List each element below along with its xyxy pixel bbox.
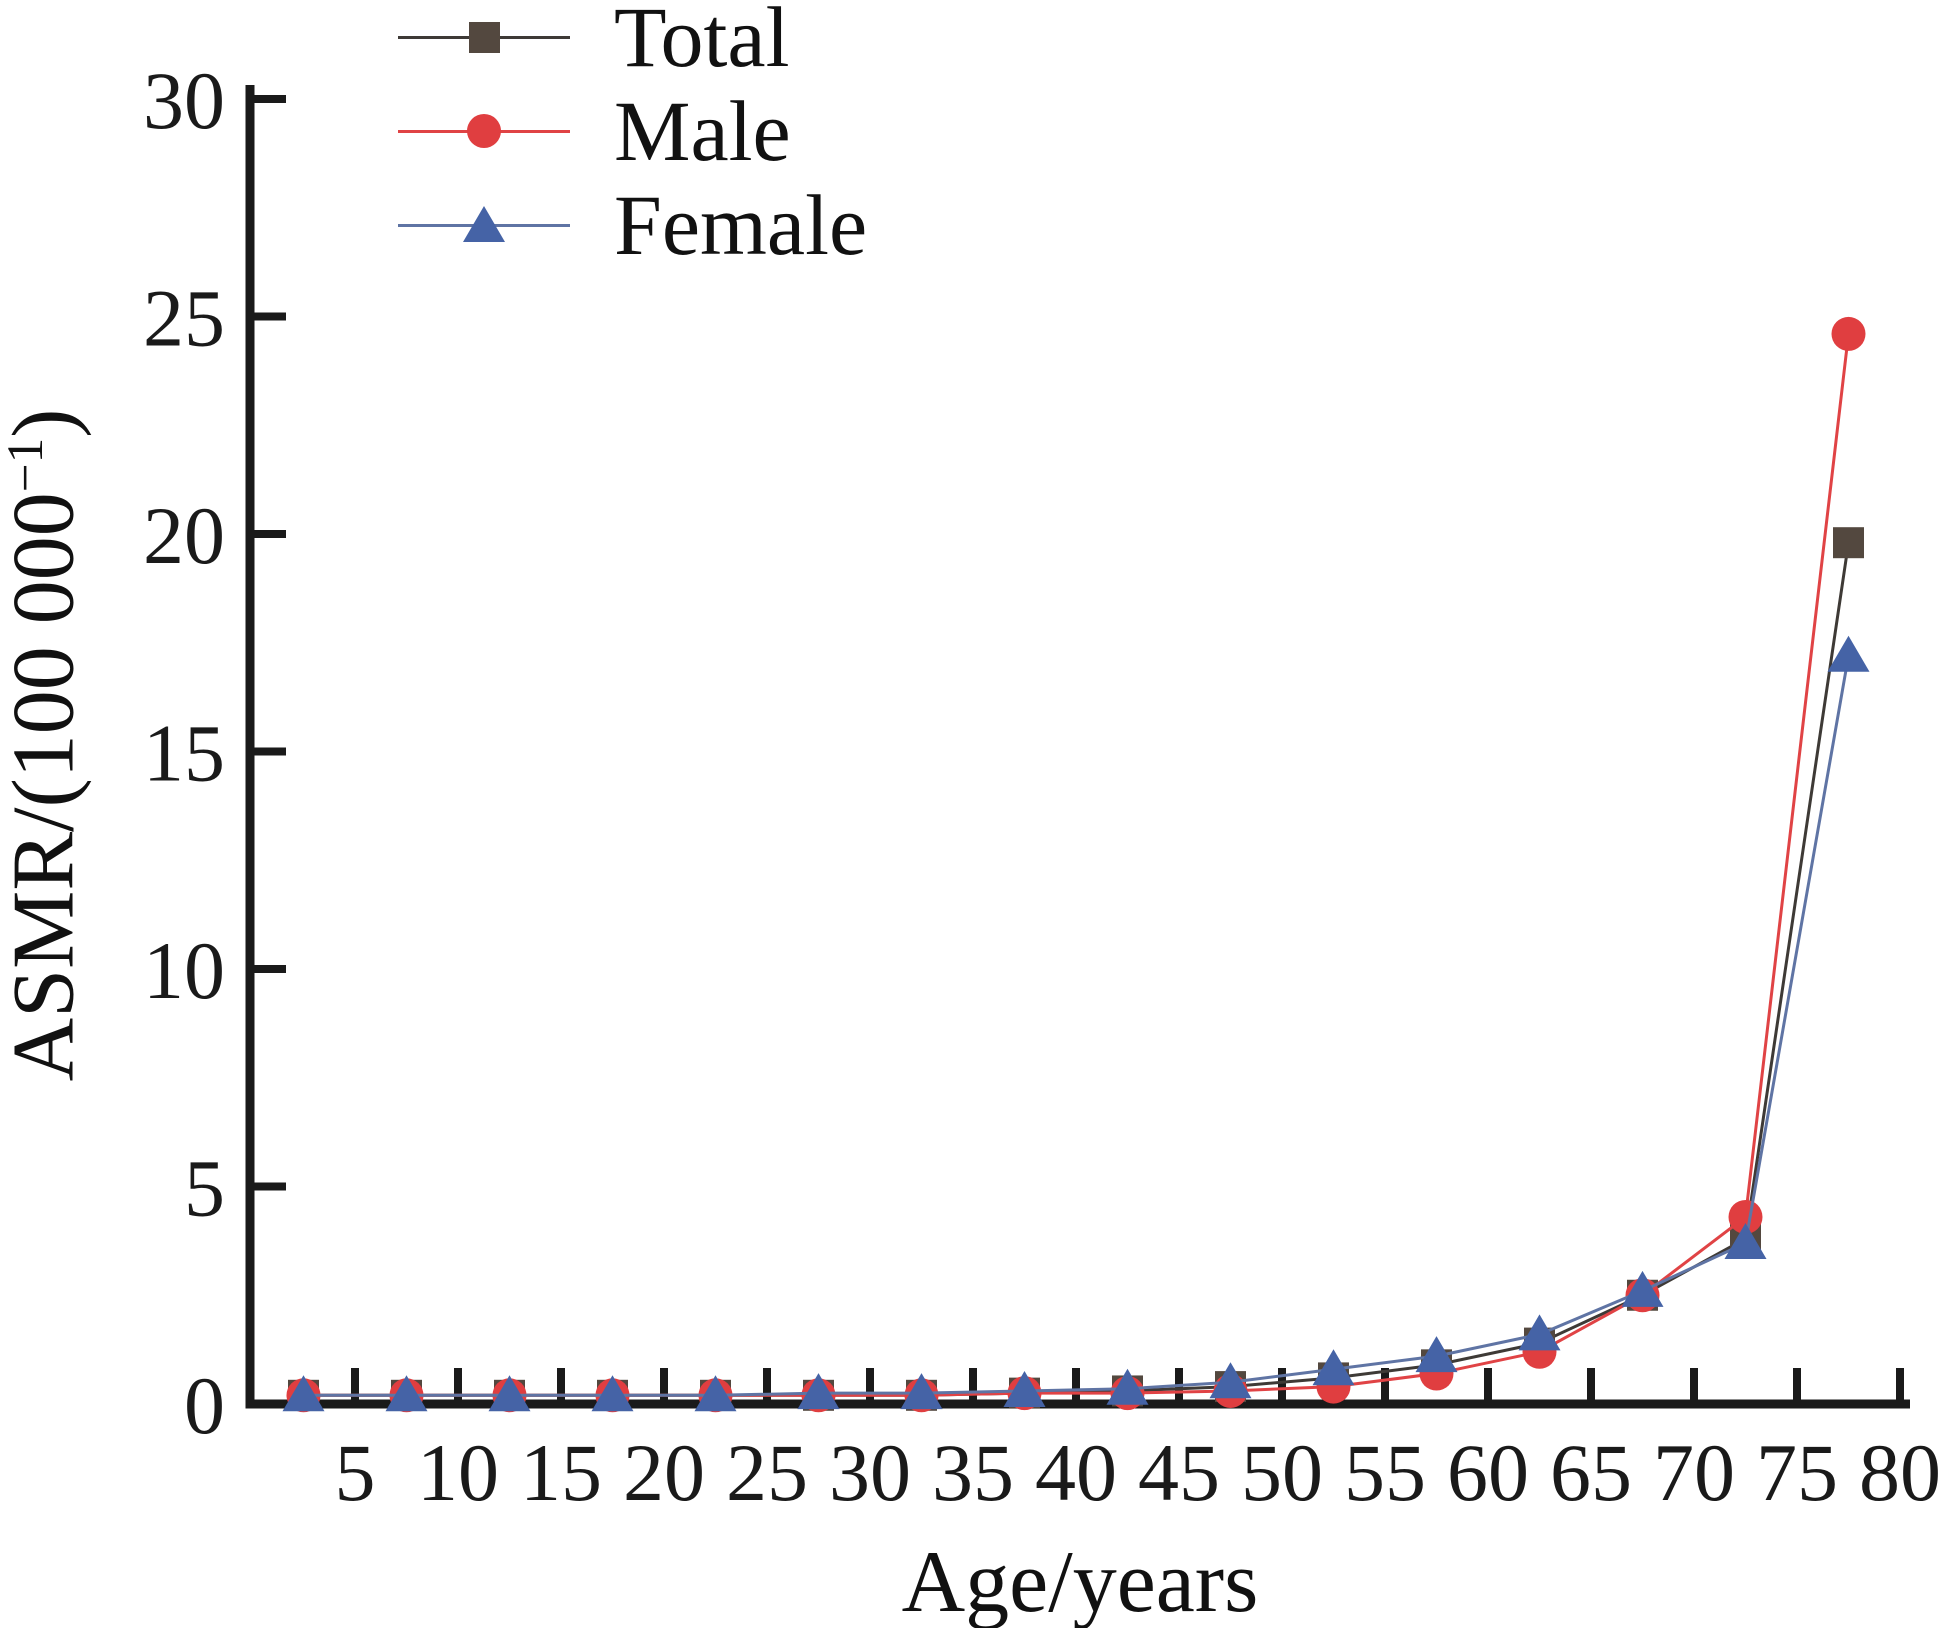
series-line-male [303,333,1850,1397]
triangle-marker-female [1106,1368,1149,1405]
x-tick-label: 70 [1653,1427,1735,1518]
legend-label-total: Total [614,0,790,85]
circle-marker-icon [467,114,501,148]
triangle-marker-female [1621,1270,1664,1307]
x-tick-label: 20 [623,1427,705,1518]
x-tick [1587,1368,1595,1400]
x-tick-label: 15 [520,1427,602,1518]
x-tick-label: 75 [1756,1427,1838,1518]
y-tick [254,95,286,103]
triangle-marker-female [797,1373,840,1410]
x-tick-label: 50 [1241,1427,1323,1518]
x-tick [1896,1368,1904,1400]
x-tick [660,1368,668,1400]
series-line-female [303,655,1850,1397]
triangle-marker-female [488,1375,531,1412]
x-axis-line [245,1399,1910,1409]
x-tick [1690,1368,1698,1400]
y-axis-title: ASMR/(100 000−1) [0,408,93,1082]
y-tick-label: 20 [143,490,225,581]
triangle-marker-female [1518,1314,1561,1351]
triangle-marker-female [282,1375,325,1412]
x-tick-label: 25 [726,1427,808,1518]
x-tick-label: 10 [417,1427,499,1518]
x-tick [1072,1368,1080,1400]
y-tick [254,1182,286,1191]
triangle-marker-female [1209,1362,1252,1399]
y-tick-label: 15 [143,708,225,799]
triangle-marker-female [1312,1349,1355,1386]
series-line-total [303,542,1850,1397]
triangle-marker-female [1827,635,1870,672]
male-swatch [398,101,570,161]
x-tick [351,1368,359,1400]
y-tick [254,530,286,538]
triangle-marker-female [1415,1336,1458,1373]
total-swatch [398,7,570,67]
y-tick-label: 30 [143,55,225,146]
legend-label-female: Female [614,177,868,273]
square-marker-icon [468,21,500,53]
triangle-marker-female [900,1373,943,1410]
legend: Total Male Female [398,0,867,272]
legend-item-male: Male [398,84,867,178]
x-tick-label: 60 [1447,1427,1529,1518]
triangle-marker-female [385,1375,428,1412]
x-tick-label: 55 [1344,1427,1426,1518]
x-tick [969,1368,977,1400]
x-tick-label: 35 [932,1427,1014,1518]
x-tick-label: 65 [1550,1427,1632,1518]
y-tick [254,747,286,756]
y-tick-label: 25 [143,273,225,364]
triangle-marker-female [1724,1223,1767,1260]
x-tick [1381,1368,1389,1400]
x-tick [1793,1368,1801,1400]
x-tick-label: 40 [1035,1427,1117,1518]
y-tick-label: 10 [143,925,225,1016]
x-tick-label: 45 [1138,1427,1220,1518]
legend-item-total: Total [398,0,867,84]
triangle-marker-female [694,1375,737,1412]
x-tick [557,1368,565,1400]
x-tick-label: 30 [829,1427,911,1518]
y-tick-label: 0 [184,1360,225,1451]
square-marker-total [1833,527,1864,559]
x-tick [1484,1368,1492,1400]
female-swatch [398,195,570,255]
y-axis-line [245,85,255,1409]
y-tick-label: 5 [184,1143,225,1234]
x-tick [1175,1368,1183,1400]
triangle-marker-icon [463,206,505,242]
circle-marker-male [1831,316,1866,351]
x-tick [866,1368,874,1400]
triangle-marker-female [1003,1370,1046,1407]
x-axis-title: Age/years [901,1534,1259,1628]
x-tick-label: 5 [335,1427,376,1518]
circle-marker-male [1728,1199,1763,1234]
y-tick [254,312,286,321]
x-tick [763,1368,771,1400]
triangle-marker-female [591,1375,634,1412]
y-tick [254,965,286,973]
x-tick [1278,1368,1286,1400]
x-tick-label: 80 [1859,1427,1938,1518]
legend-label-male: Male [614,83,791,179]
x-tick [454,1368,462,1400]
legend-item-female: Female [398,178,867,272]
